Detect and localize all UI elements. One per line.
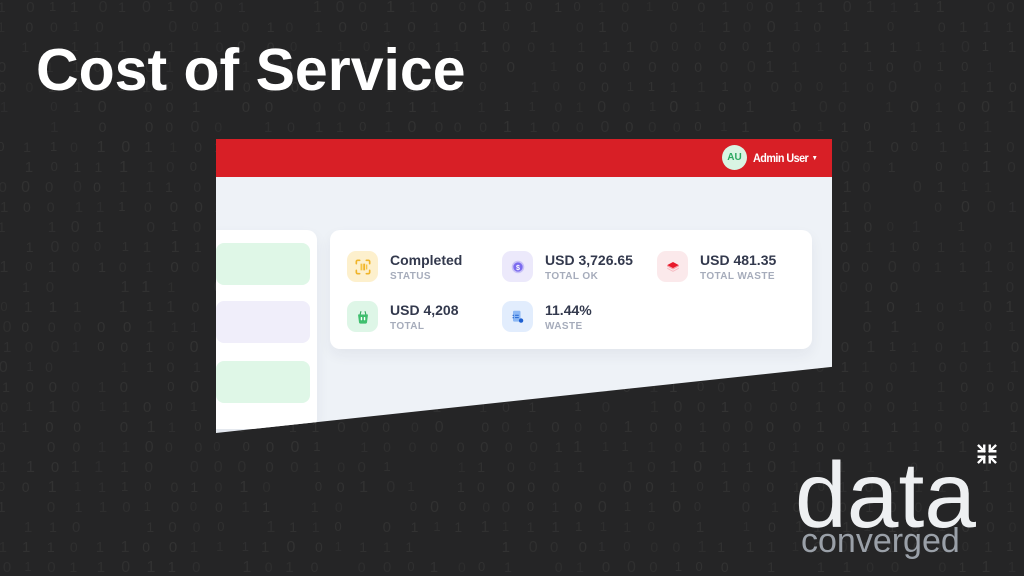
svg-text:$: $ (516, 264, 520, 272)
